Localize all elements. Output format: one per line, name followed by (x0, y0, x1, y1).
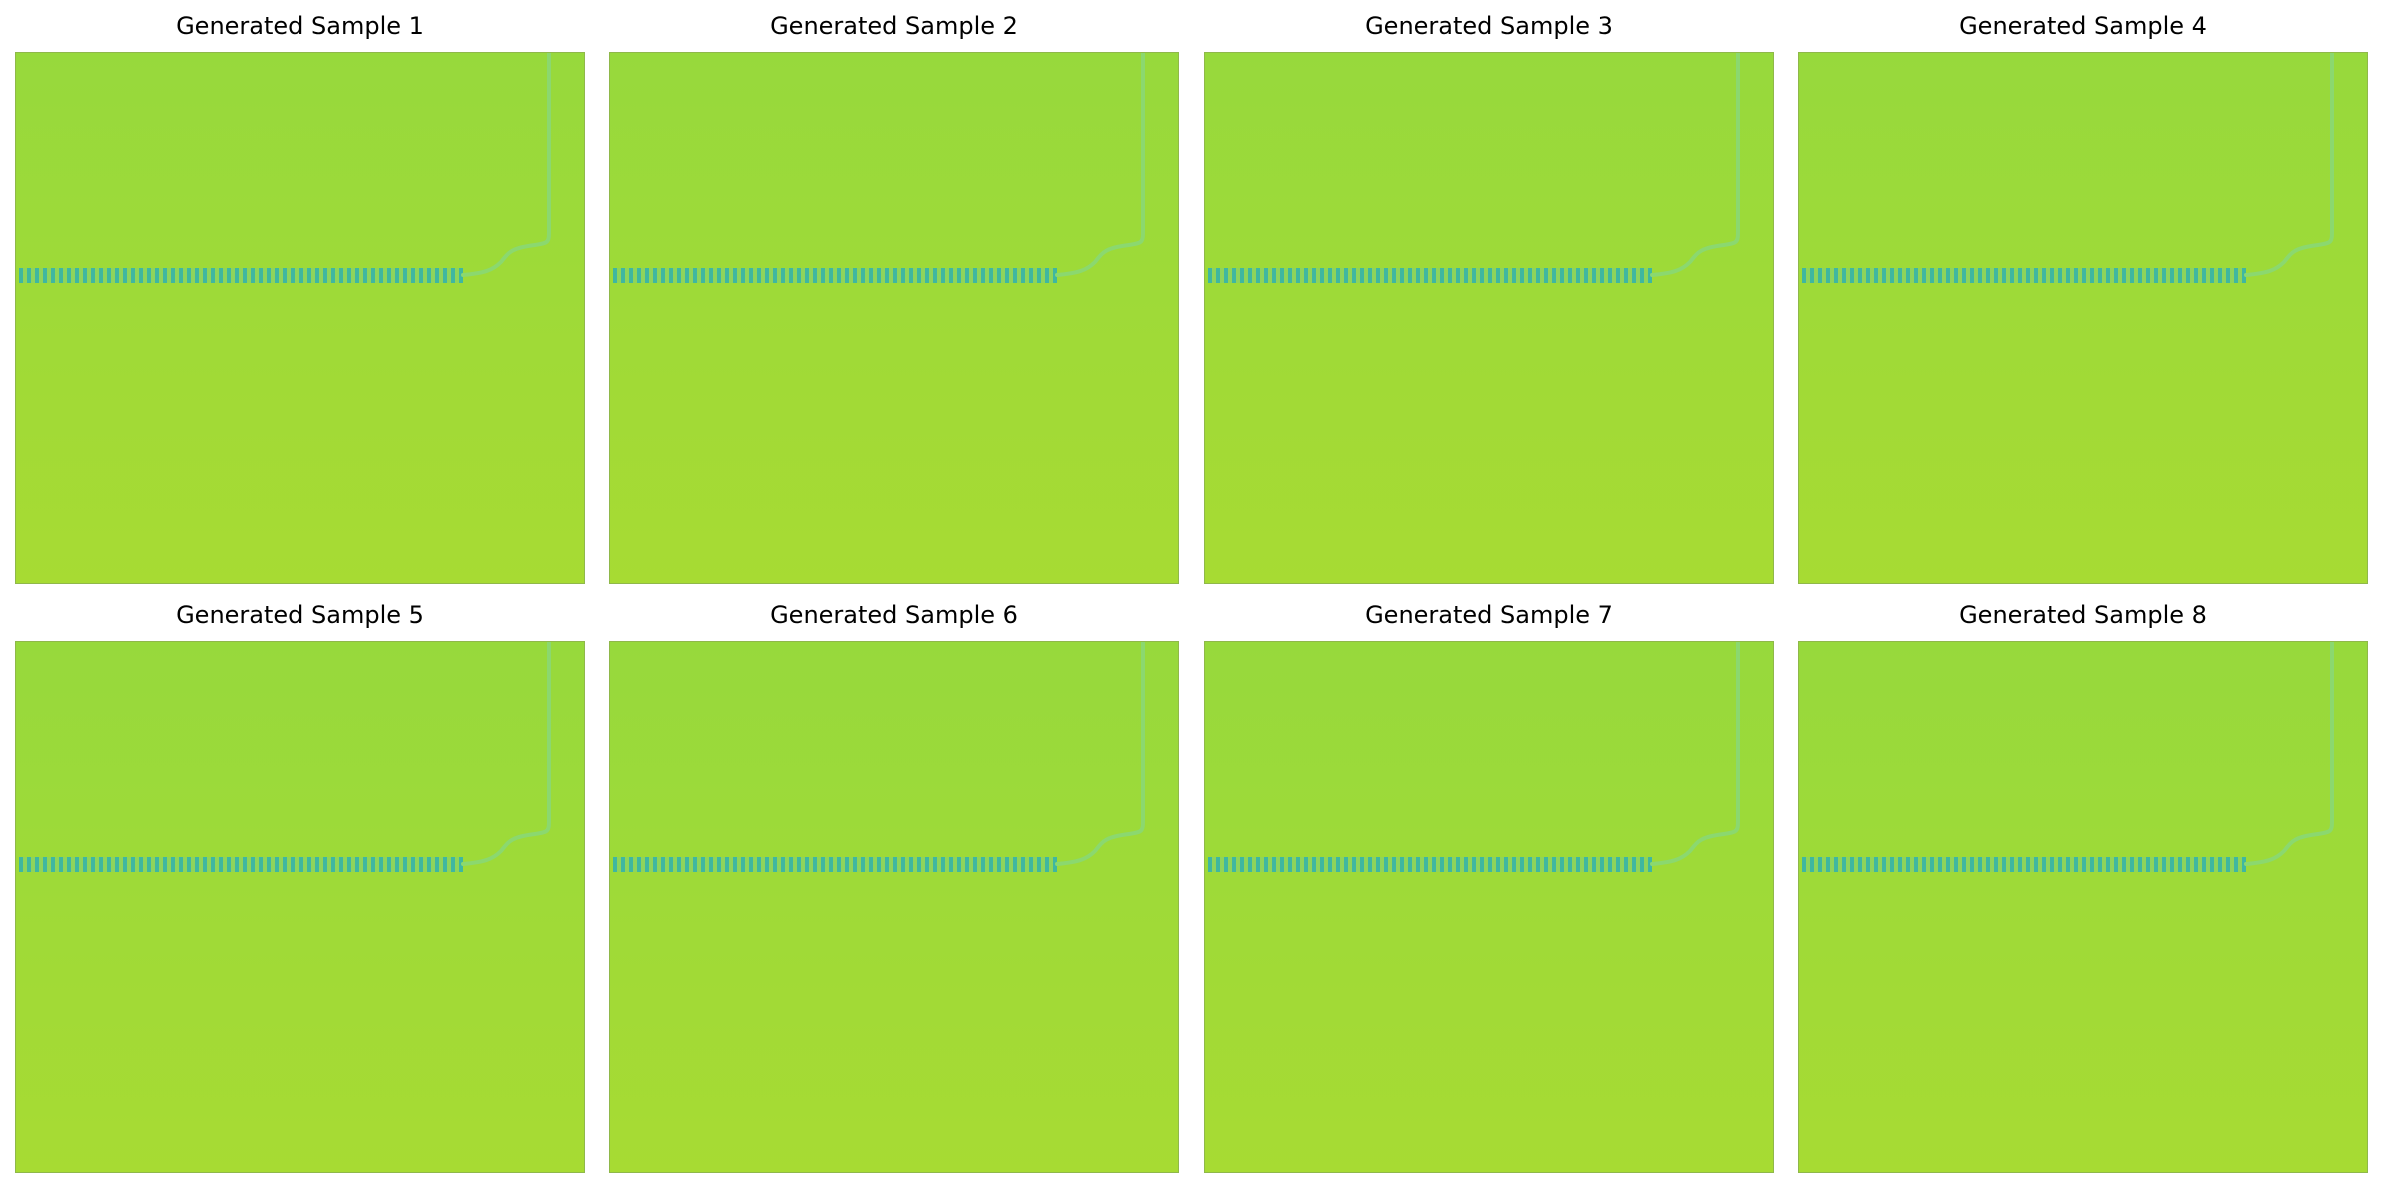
stripe-band (19, 268, 463, 283)
stripe-pattern (19, 857, 463, 872)
stripe-pattern (613, 268, 1057, 283)
sample-image (15, 52, 585, 584)
curve-line (1055, 641, 1145, 866)
stripe-pattern (19, 268, 463, 283)
curve-line (1055, 52, 1145, 277)
sample-image (609, 641, 1179, 1173)
field-background (1204, 641, 1774, 1173)
field-background (1798, 52, 2368, 584)
image-border (1204, 641, 1774, 1173)
sample-panel-2: Generated Sample 2 (609, 8, 1179, 588)
panel-title: Generated Sample 5 (176, 601, 424, 629)
sample-image (1798, 641, 2368, 1173)
field-background (15, 52, 585, 584)
stripe-pattern (1802, 268, 2246, 283)
stripe-pattern (613, 857, 1057, 872)
sample-image (1798, 52, 2368, 584)
panel-title: Generated Sample 7 (1365, 601, 1613, 629)
stripe-pattern (1208, 268, 1652, 283)
curve-line (461, 641, 551, 866)
image-border (1798, 641, 2368, 1173)
curve-line (2244, 641, 2334, 866)
panel-title: Generated Sample 1 (176, 12, 424, 40)
image-border (1798, 52, 2368, 584)
image-border (15, 52, 585, 584)
panel-title: Generated Sample 8 (1959, 601, 2207, 629)
field-background (1798, 641, 2368, 1173)
sample-panel-5: Generated Sample 5 (15, 597, 585, 1177)
sample-image (1204, 52, 1774, 584)
field-background (1204, 52, 1774, 584)
stripe-band (1208, 857, 1652, 872)
field-background (609, 52, 1179, 584)
stripe-band (1802, 857, 2246, 872)
sample-image (15, 641, 585, 1173)
panel-title: Generated Sample 3 (1365, 12, 1613, 40)
sample-image (609, 52, 1179, 584)
curve-line (1650, 641, 1740, 866)
curve-line (461, 52, 551, 277)
curve-line (1650, 52, 1740, 277)
panel-title: Generated Sample 4 (1959, 12, 2207, 40)
stripe-band (613, 857, 1057, 872)
field-background (15, 641, 585, 1173)
stripe-band (19, 857, 463, 872)
curve-line (2244, 52, 2334, 277)
sample-panel-4: Generated Sample 4 (1798, 8, 2368, 588)
image-border (609, 641, 1179, 1173)
sample-panel-6: Generated Sample 6 (609, 597, 1179, 1177)
sample-panel-3: Generated Sample 3 (1204, 8, 1774, 588)
image-border (1204, 52, 1774, 584)
sample-image (1204, 641, 1774, 1173)
stripe-band (1802, 268, 2246, 283)
stripe-pattern (1208, 857, 1652, 872)
panel-title: Generated Sample 6 (770, 601, 1018, 629)
stripe-pattern (1802, 857, 2246, 872)
image-border (609, 52, 1179, 584)
field-background (609, 641, 1179, 1173)
sample-panel-7: Generated Sample 7 (1204, 597, 1774, 1177)
panel-title: Generated Sample 2 (770, 12, 1018, 40)
sample-panel-1: Generated Sample 1 (15, 8, 585, 588)
sample-panel-8: Generated Sample 8 (1798, 597, 2368, 1177)
stripe-band (613, 268, 1057, 283)
image-border (15, 641, 585, 1173)
stripe-band (1208, 268, 1652, 283)
